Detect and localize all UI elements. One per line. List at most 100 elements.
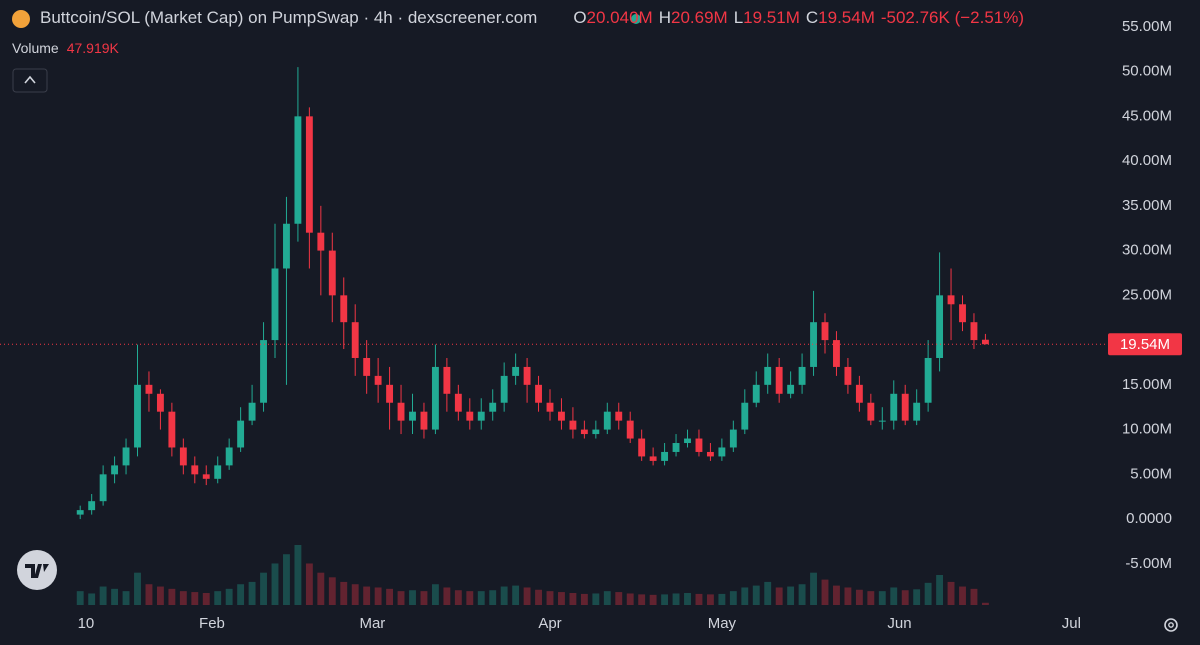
candle-body	[214, 465, 222, 479]
last-price-label: 19.54M	[1120, 336, 1170, 353]
candle-body	[936, 295, 944, 358]
volume-bar	[202, 593, 210, 605]
y-tick-label: 30.00M	[1122, 242, 1172, 259]
candle-body	[684, 438, 691, 444]
volume-bar	[191, 592, 199, 605]
candle-body	[741, 402, 749, 430]
candle-body	[901, 393, 909, 421]
candle-body	[443, 366, 451, 394]
volume-bar	[741, 587, 749, 605]
volume-bar	[947, 581, 955, 605]
x-tick-label: 10	[78, 615, 95, 632]
candle-body	[489, 402, 497, 412]
candle-body	[466, 411, 474, 421]
volume-bar	[431, 584, 439, 605]
y-tick-label: 45.00M	[1122, 107, 1172, 124]
volume-bar	[684, 593, 691, 605]
x-tick-label: Feb	[199, 615, 225, 632]
candle-body	[959, 304, 966, 323]
y-tick-label: 10.00M	[1122, 421, 1172, 438]
volume-bar	[523, 587, 531, 605]
candle-body	[145, 384, 153, 394]
candle-body	[454, 393, 462, 412]
volume-bar	[867, 591, 875, 605]
volume-bar	[706, 594, 714, 605]
volume-bar	[420, 591, 428, 605]
x-tick-label: Jun	[887, 615, 911, 632]
chart-title: Buttcoin/SOL (Market Cap) on PumpSwap · …	[40, 8, 538, 27]
volume-bar	[798, 584, 806, 605]
volume-bar	[179, 591, 187, 605]
volume-bar	[546, 591, 554, 605]
volume-bar	[305, 563, 313, 605]
volume-bar	[649, 594, 657, 605]
candle-body	[386, 384, 394, 403]
candle-body	[867, 402, 875, 421]
settings-button[interactable]	[1164, 618, 1178, 632]
volume-bar	[970, 588, 978, 605]
volume-bar	[661, 594, 669, 605]
last-price-box	[1108, 333, 1182, 356]
candle-body	[477, 411, 485, 421]
volume-bar	[878, 591, 886, 605]
x-tick-label: Apr	[538, 615, 561, 632]
candle-body	[844, 366, 852, 385]
ohlc-item: O20.040M	[573, 8, 652, 28]
candle-body	[592, 429, 600, 435]
ohlc-key: O	[573, 8, 587, 27]
volume-bar	[775, 587, 783, 605]
volume-bar	[592, 593, 600, 605]
ohlc-item: H20.69M	[659, 8, 728, 28]
volume-bar	[512, 585, 520, 605]
volume-bar	[443, 587, 451, 605]
candle-body	[168, 411, 176, 448]
candle-body	[661, 451, 669, 461]
volume-bar	[99, 586, 107, 605]
header: Buttcoin/SOL (Market Cap) on PumpSwap · …	[40, 8, 1024, 28]
candle-body	[798, 366, 806, 385]
candle-body	[603, 411, 611, 430]
volume-bar	[615, 592, 623, 605]
y-tick-label: 15.00M	[1122, 376, 1172, 393]
volume-bar	[168, 588, 176, 605]
candle-body	[672, 443, 680, 452]
volume-bar	[248, 581, 256, 605]
collapse-button[interactable]	[12, 68, 48, 93]
candle-body	[558, 411, 565, 421]
candle-body	[878, 420, 886, 422]
candle-body	[294, 116, 302, 224]
candle-body	[283, 223, 290, 269]
volume-bar	[340, 581, 348, 605]
volume-bar	[936, 575, 944, 605]
candle-body	[523, 366, 531, 385]
candle-body	[810, 322, 817, 367]
candle-body	[397, 402, 405, 421]
candle-body	[535, 384, 542, 403]
ohlc-key: H	[658, 8, 671, 27]
candle-body	[706, 451, 714, 457]
candle-body	[191, 465, 199, 475]
candle-body	[122, 447, 130, 466]
candle-body	[431, 366, 439, 430]
collapse-icon	[24, 75, 36, 84]
volume-bar	[901, 590, 909, 605]
candle-body	[271, 268, 279, 341]
candle-body	[855, 384, 863, 403]
candle-body	[248, 402, 256, 421]
candle-body	[833, 340, 840, 367]
volume-bar	[821, 579, 829, 605]
ohlc-value: 20.69M	[671, 8, 728, 27]
candle-body	[237, 420, 245, 448]
volume-bar	[558, 592, 565, 605]
volume-bar	[283, 554, 290, 605]
volume-bar	[855, 589, 863, 605]
volume-value: 47.919K	[66, 40, 119, 56]
volume-bar	[477, 591, 485, 605]
volume-bar	[626, 593, 634, 605]
candle-body	[202, 474, 210, 479]
volume-bar	[844, 587, 852, 605]
volume-bar	[489, 590, 497, 605]
x-tick-label: May	[708, 615, 737, 632]
candle-body	[328, 250, 336, 296]
